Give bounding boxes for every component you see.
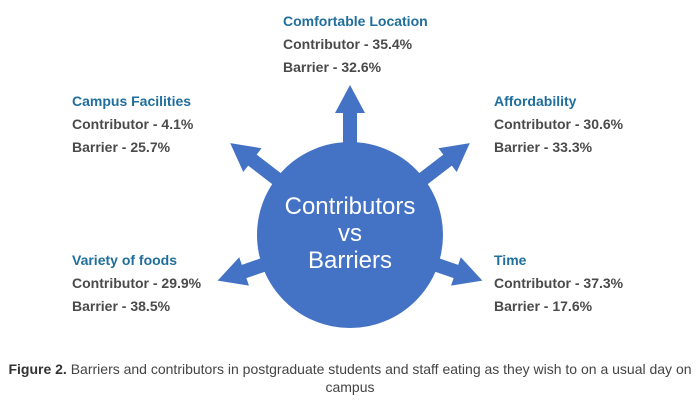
item-contributor: Contributor - 29.9% [72,275,202,291]
item-contributor: Contributor - 37.3% [494,275,624,291]
item-title: Comfortable Location [283,13,428,29]
item-title: Affordability [494,93,577,109]
item-contributor: Contributor - 30.6% [494,116,624,132]
item-title: Variety of foods [72,252,178,268]
item-affordability: Affordability Contributor - 30.6% Barrie… [494,90,623,159]
item-title: Time [494,252,527,268]
item-title: Campus Facilities [72,93,192,109]
item-contributor: Contributor - 35.4% [283,36,413,52]
caption-label: Figure 2. [8,361,67,377]
center-circle [257,142,443,328]
figure-caption: Figure 2. Barriers and contributors in p… [0,360,700,396]
item-barrier: Barrier - 38.5% [72,298,171,314]
item-time: Time Contributor - 37.3% Barrier - 17.6% [494,249,623,318]
item-contributor: Contributor - 4.1% [72,116,194,132]
center-line-3: Barriers [308,247,392,274]
item-barrier: Barrier - 25.7% [72,139,171,155]
caption-text: Barriers and contributors in postgraduat… [66,361,692,395]
item-campus-facilities: Campus Facilities Contributor - 4.1% Bar… [72,90,193,159]
center-line-1: Contributors [285,193,416,220]
item-comfortable-location: Comfortable Location Contributor - 35.4%… [283,10,428,79]
item-variety-of-foods: Variety of foods Contributor - 29.9% Bar… [72,249,201,318]
center-line-2: vs [338,220,362,247]
item-barrier: Barrier - 17.6% [494,298,593,314]
item-barrier: Barrier - 32.6% [283,59,382,75]
item-barrier: Barrier - 33.3% [494,139,593,155]
